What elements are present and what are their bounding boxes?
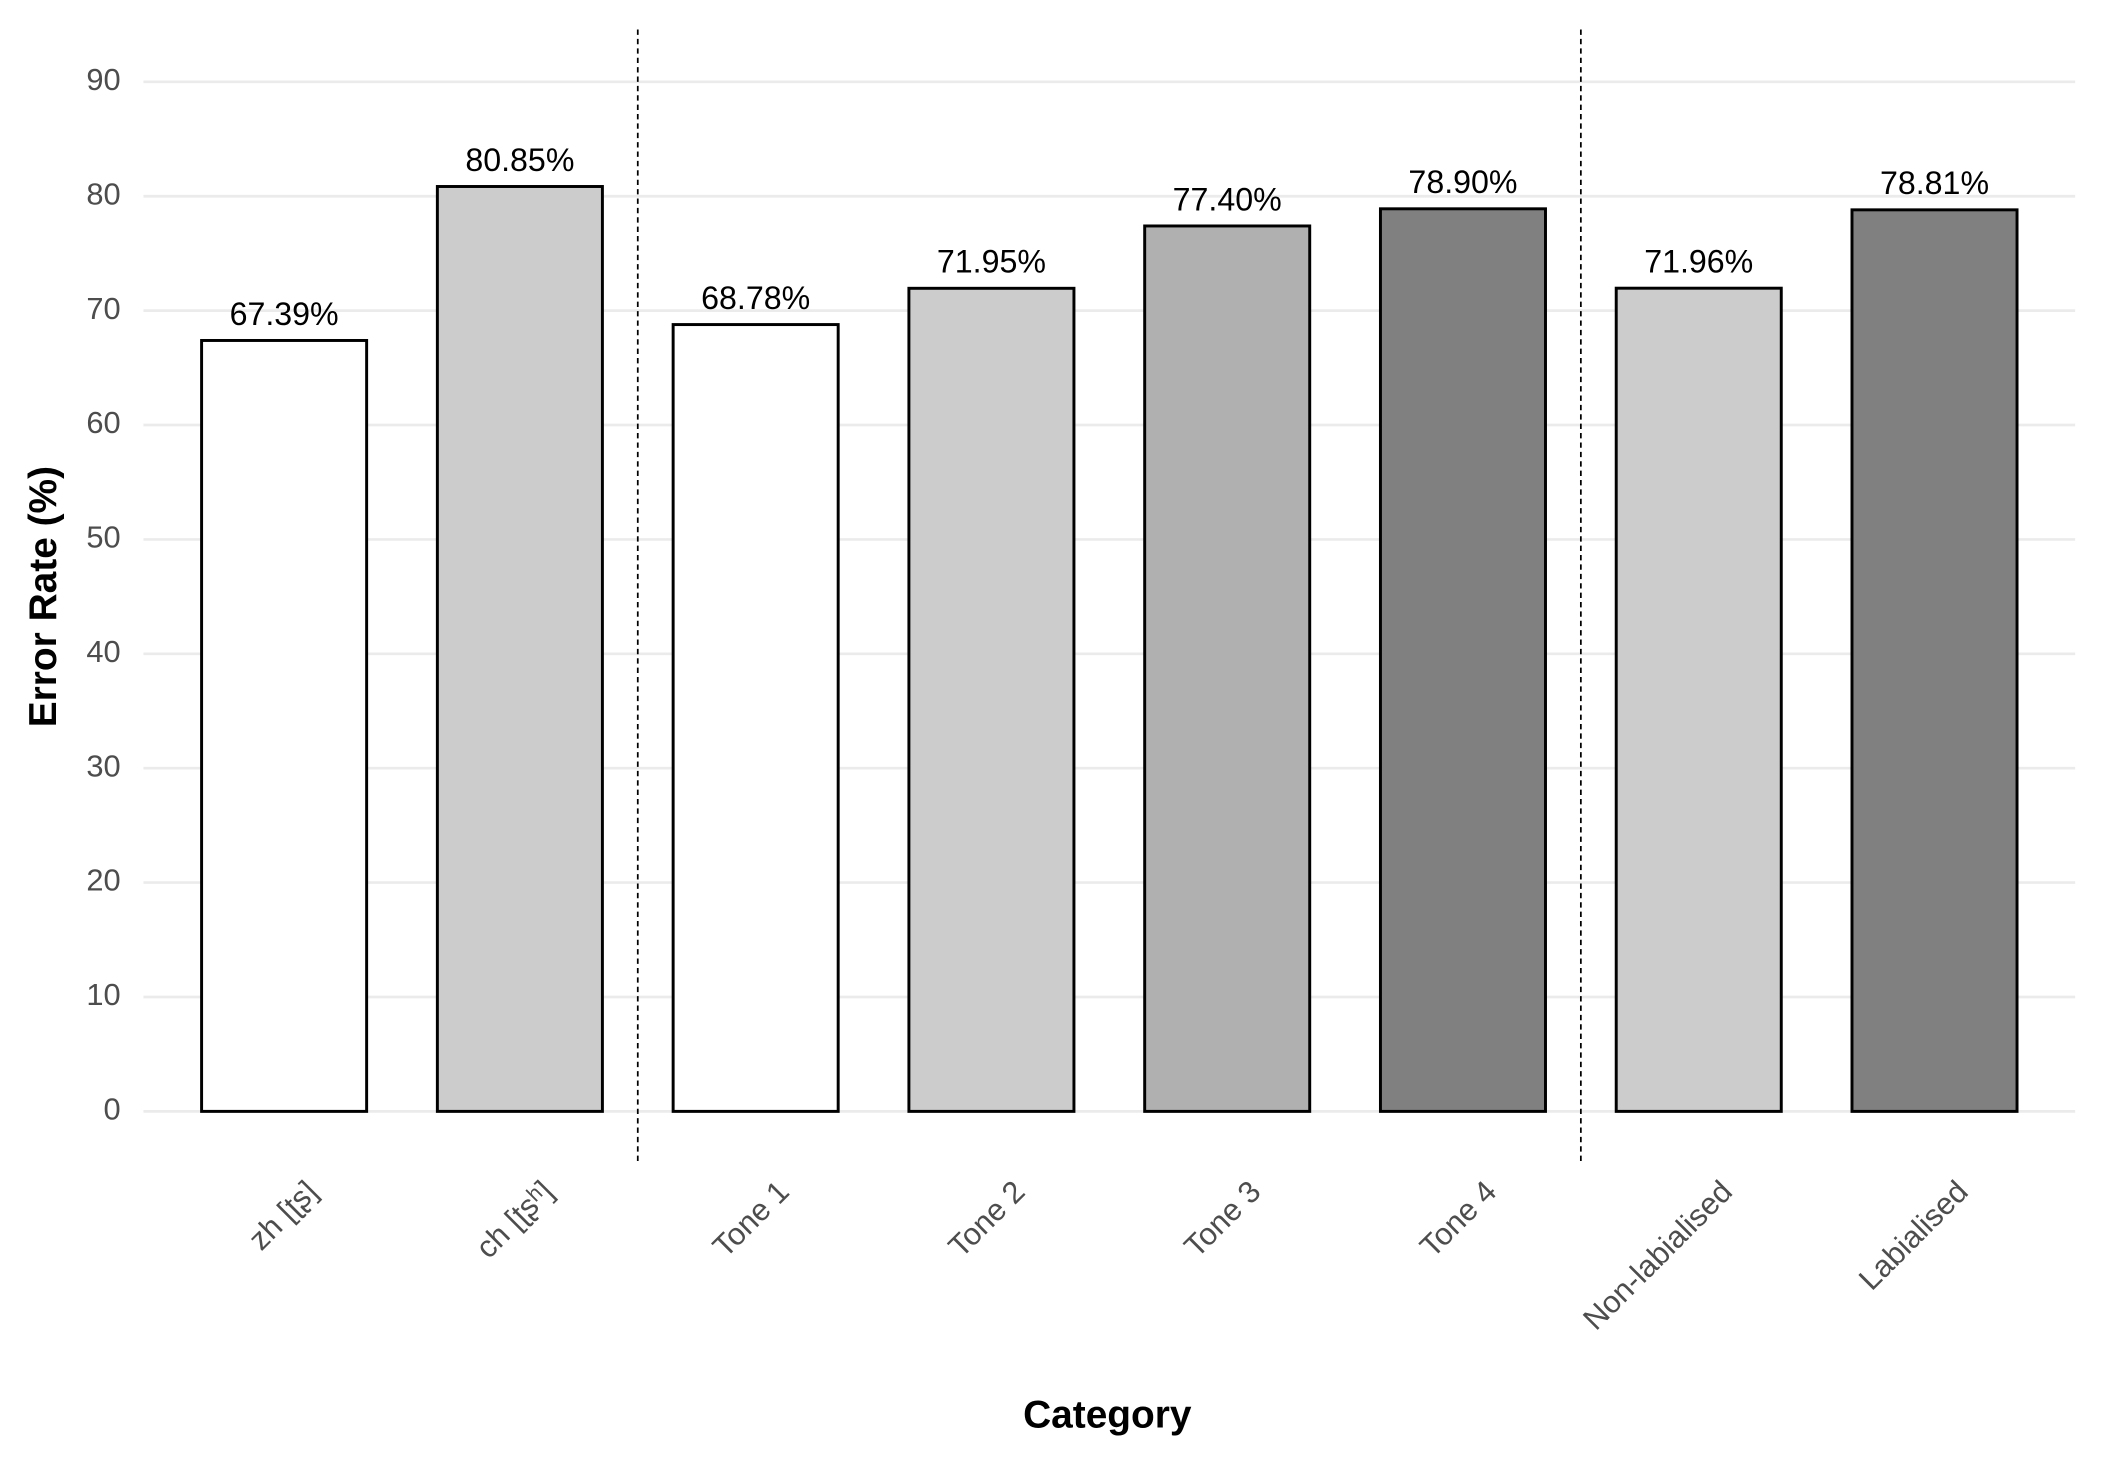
y-tick-label: 80	[86, 176, 120, 211]
y-axis-title: Error Rate (%)	[22, 466, 65, 727]
x-tick-label: Tone 4	[1413, 1174, 1503, 1264]
y-tick-label: 30	[86, 748, 120, 783]
x-tick-label: Labialised	[1852, 1174, 1975, 1297]
y-tick-label: 50	[86, 520, 120, 555]
y-tick-label: 40	[86, 634, 120, 669]
y-tick-label: 10	[86, 977, 120, 1012]
value-label: 71.95%	[937, 244, 1046, 280]
value-label: 77.40%	[1173, 181, 1282, 217]
x-tick-label: Non-labialised	[1576, 1174, 1739, 1337]
value-label: 80.85%	[465, 142, 574, 178]
value-label: 78.90%	[1408, 164, 1517, 200]
bar	[435, 185, 604, 1113]
value-label: 78.81%	[1880, 165, 1989, 201]
y-tick-label: 70	[86, 291, 120, 326]
bar	[1378, 207, 1547, 1113]
bar	[200, 338, 369, 1113]
value-label: 67.39%	[230, 296, 339, 332]
bar	[671, 323, 840, 1113]
y-tick-label: 90	[86, 62, 120, 97]
x-tick-label: Tone 2	[941, 1174, 1031, 1264]
value-label: 68.78%	[701, 280, 810, 316]
bar	[1614, 286, 1783, 1113]
value-label: 71.96%	[1644, 244, 1753, 280]
y-tick-label: 20	[86, 863, 120, 898]
bar	[1850, 208, 2019, 1113]
bar	[1143, 224, 1312, 1113]
y-tick-label: 0	[103, 1092, 120, 1127]
y-tick-label: 60	[86, 405, 120, 440]
x-tick-label: Tone 1	[706, 1174, 796, 1264]
x-axis-title: Category	[1023, 1393, 1192, 1436]
bar	[907, 286, 1076, 1113]
x-tick-label: Tone 3	[1177, 1174, 1267, 1264]
x-tick-label: ch [ʈʂʰ]	[469, 1174, 560, 1265]
x-tick-label: zh [ʈʂ]	[241, 1174, 324, 1257]
